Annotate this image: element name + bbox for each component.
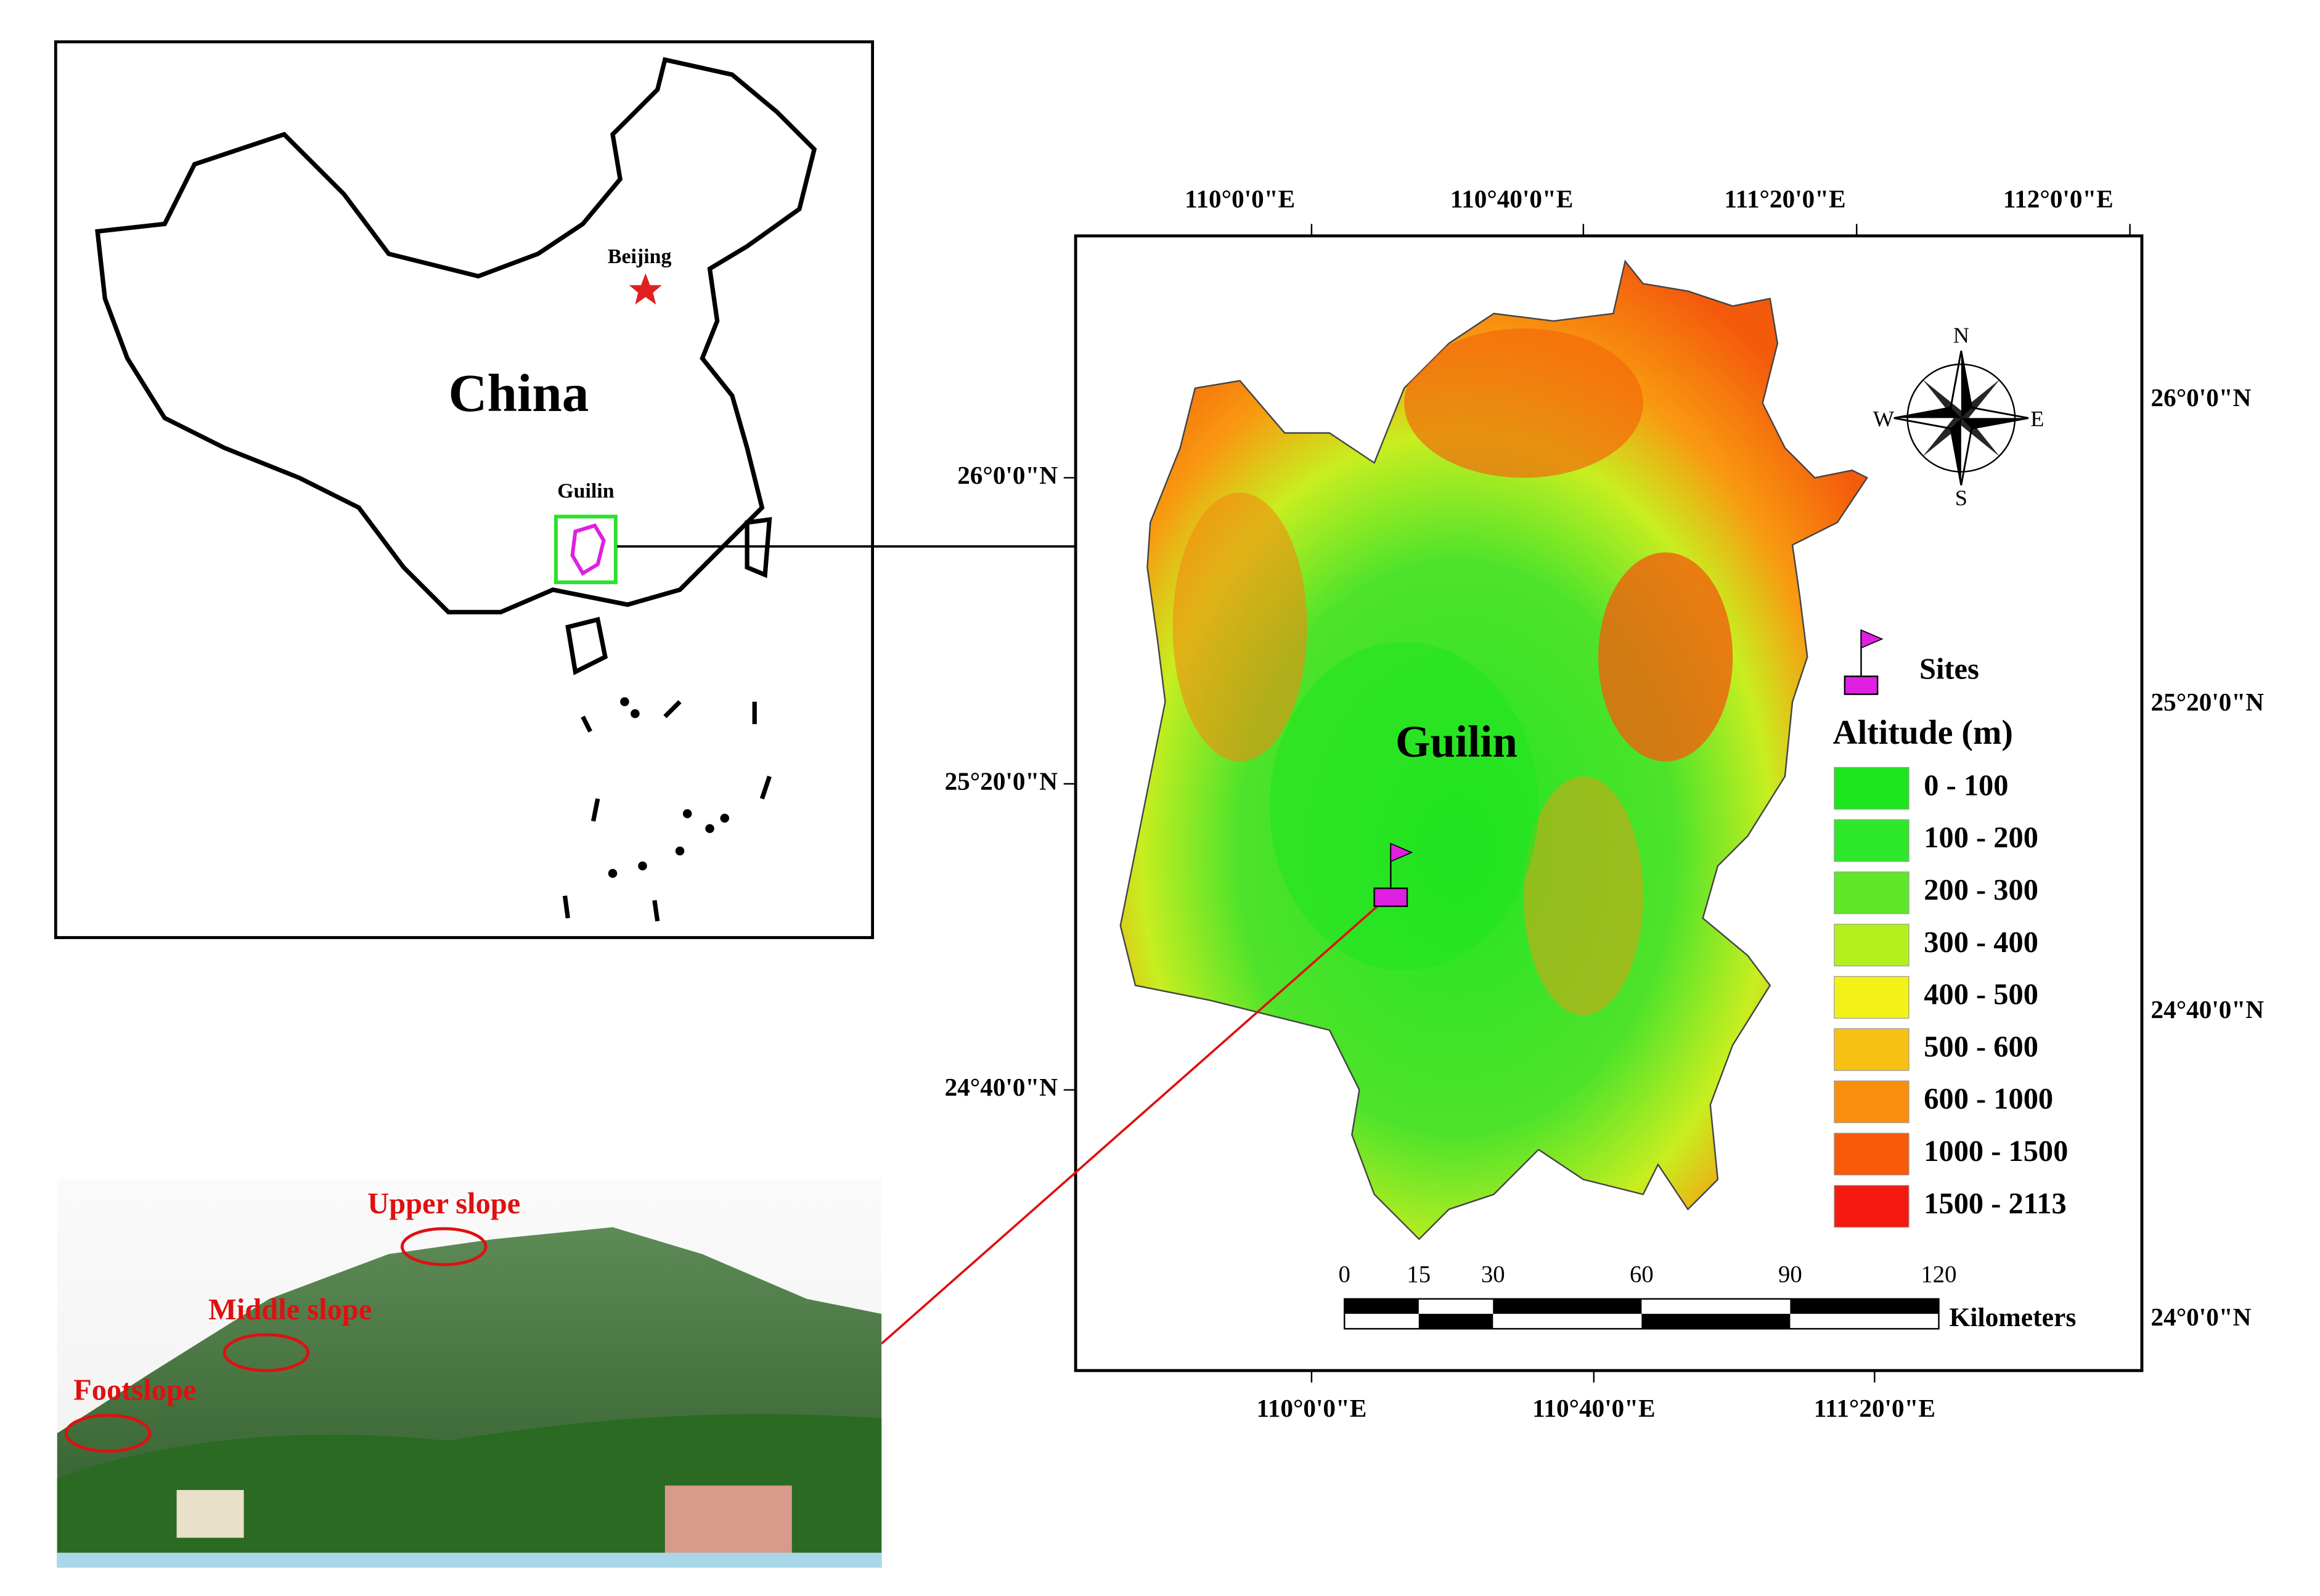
slope-label: Middle slope	[208, 1293, 372, 1326]
site-flag	[1373, 842, 1413, 907]
lon-label: 110°0'0"E	[1185, 185, 1295, 213]
legend-swatch	[1834, 924, 1910, 967]
capital-star	[629, 273, 662, 305]
city-label: Guilin	[557, 479, 614, 502]
lon-label: 110°40'0"E	[1532, 1394, 1655, 1422]
lat-label: 24°40'0"N	[945, 1073, 1058, 1101]
lat-label: 25°20'0"N	[2151, 688, 2265, 716]
islands	[565, 516, 772, 675]
legend-swatch	[1834, 1028, 1910, 1071]
lon-label: 112°0'0"E	[2003, 185, 2114, 213]
scale-segment	[1790, 1298, 1939, 1314]
inset-frame	[54, 40, 875, 939]
legend-label: 0 - 100	[1924, 769, 2008, 802]
lat-label: 24°40'0"N	[2151, 995, 2265, 1024]
field-photo	[57, 1179, 882, 1568]
south-sea-islands	[608, 697, 730, 878]
slope-label: Footslope	[73, 1374, 196, 1407]
compass-s: S	[1955, 486, 1967, 510]
lon-label: 110°0'0"E	[1256, 1394, 1366, 1422]
legend-swatch	[1834, 819, 1910, 862]
lon-label: 111°20'0"E	[1814, 1394, 1935, 1422]
scale-label: 0	[1339, 1261, 1350, 1287]
legend-label: 200 - 300	[1924, 874, 2038, 906]
scale-segment	[1641, 1314, 1791, 1329]
compass-w: W	[1873, 407, 1895, 431]
capital-label: Beijing	[608, 245, 672, 268]
scale-label: 60	[1630, 1261, 1654, 1287]
scale-label: 90	[1778, 1261, 1802, 1287]
scale-unit: Kilometers	[1949, 1303, 2076, 1332]
compass-rose	[1893, 351, 2029, 486]
guilin-box	[553, 515, 618, 584]
legend-label: 300 - 400	[1924, 926, 2038, 959]
scale-segment	[1344, 1298, 1419, 1314]
terrain-detail	[1172, 328, 1733, 1016]
guilin-outline	[570, 523, 606, 576]
lat-label: 26°0'0"N	[2151, 383, 2252, 412]
scale-label: 120	[1921, 1261, 1956, 1287]
site-connector	[880, 895, 1391, 1345]
legend-swatch	[1834, 1080, 1910, 1123]
legend-title: Altitude (m)	[1832, 714, 2012, 752]
nine-dash-line	[562, 700, 772, 922]
scale-label: 30	[1481, 1261, 1505, 1287]
lon-label: 111°20'0"E	[1724, 185, 1845, 213]
scale-segment	[1418, 1314, 1493, 1329]
legend-swatch	[1834, 1185, 1910, 1228]
legend-label: 400 - 500	[1924, 979, 2038, 1011]
lat-label: 24°0'0"N	[2151, 1303, 2252, 1331]
legend-swatch	[1834, 1133, 1910, 1176]
slope-label: Upper slope	[367, 1187, 520, 1220]
lat-label: 26°0'0"N	[957, 461, 1058, 489]
scale-label: 15	[1407, 1261, 1431, 1287]
china-outline	[95, 57, 817, 614]
legend-label: 1500 - 2113	[1924, 1187, 2066, 1220]
legend-swatch	[1834, 767, 1910, 810]
legend-flag	[1844, 629, 1884, 695]
legend-swatch	[1834, 975, 1910, 1019]
legend-swatch	[1834, 871, 1910, 914]
region-label: Guilin	[1395, 717, 1517, 767]
compass-e: E	[2030, 407, 2044, 431]
map-frame	[1074, 234, 2144, 1372]
lat-label: 25°20'0"N	[945, 767, 1058, 795]
legend-label: 500 - 600	[1924, 1030, 2038, 1063]
legend-label: 100 - 200	[1924, 821, 2038, 854]
compass-n: N	[1953, 323, 1969, 348]
country-label: China	[448, 363, 589, 423]
scale-segment	[1493, 1298, 1642, 1314]
legend-label: 1000 - 1500	[1924, 1135, 2068, 1168]
slope-markers	[64, 1227, 488, 1453]
sites-label: Sites	[1919, 653, 1979, 685]
legend-label: 600 - 1000	[1924, 1083, 2053, 1115]
lon-label: 110°40'0"E	[1450, 185, 1573, 213]
